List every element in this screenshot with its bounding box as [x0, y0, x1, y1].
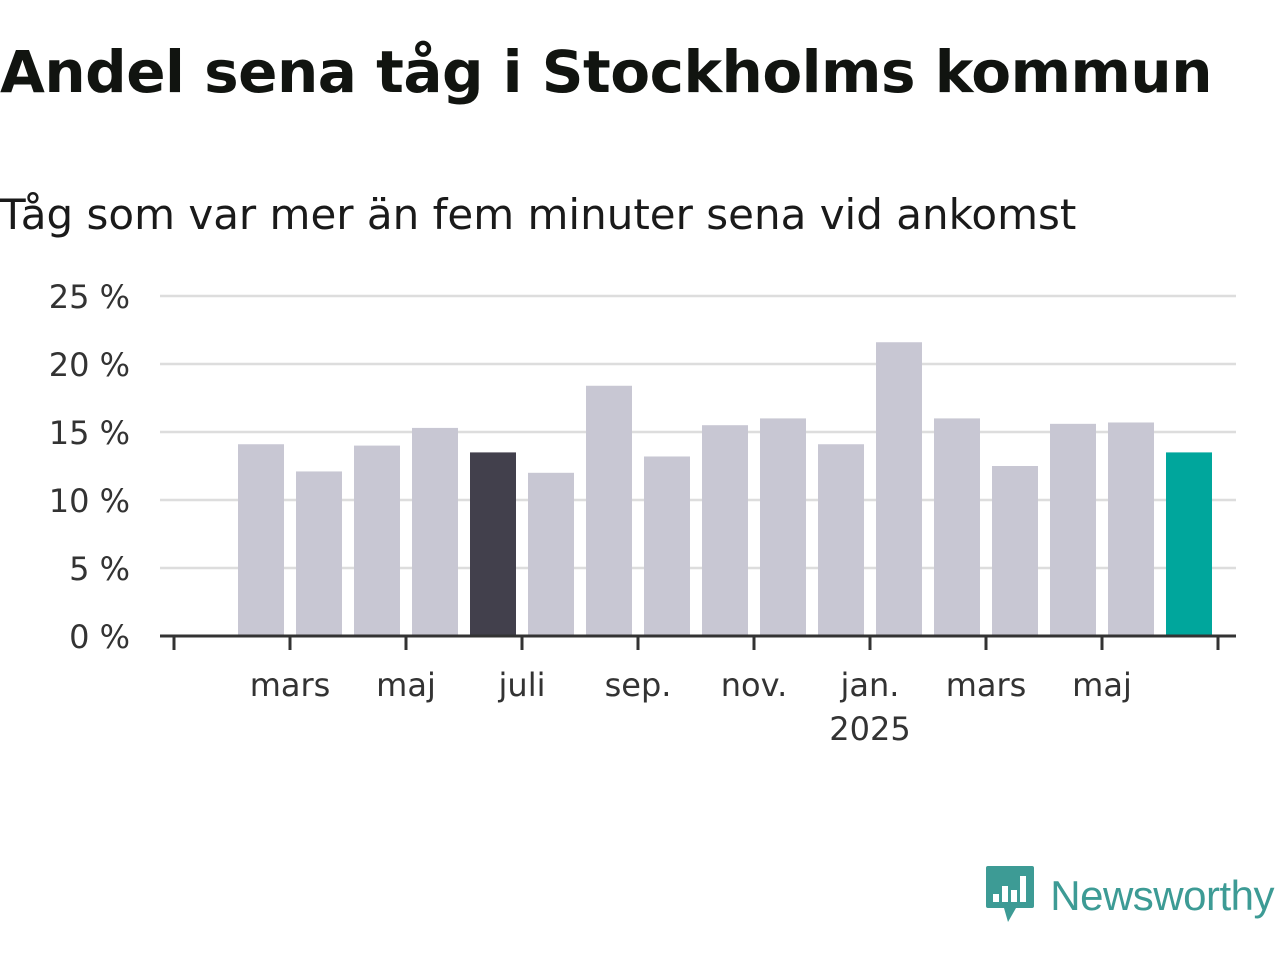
bar [644, 456, 690, 636]
x-tick-year-label: 2025 [829, 710, 910, 748]
bar [412, 427, 458, 636]
x-tick-label: sep. [605, 666, 672, 704]
bar [1108, 422, 1154, 636]
bar-chart: 0 % 5 % 10 % 15 % 20 % 25 % mars maj juli sep. nov… [49, 278, 1236, 748]
brand-name: Newsworthy [1050, 872, 1274, 919]
chart-title: Andel sena tåg i Stockholms kommun [0, 38, 1213, 106]
bar [1050, 423, 1096, 636]
bar [876, 342, 922, 636]
x-tick-label: nov. [721, 666, 787, 704]
bar [702, 425, 748, 636]
bar [760, 418, 806, 636]
bar [238, 444, 284, 636]
x-tick-label: mars [250, 666, 331, 704]
y-tick-label: 0 % [69, 618, 130, 656]
y-tick-label: 10 % [49, 482, 130, 520]
bar [354, 445, 400, 636]
x-tick-label: maj [1072, 666, 1132, 704]
x-tick-label: juli [498, 666, 546, 704]
bar [992, 466, 1038, 636]
bar [934, 418, 980, 636]
x-tick-label: maj [376, 666, 436, 704]
bar [586, 385, 632, 636]
bar [528, 472, 574, 636]
y-tick-label: 20 % [49, 346, 130, 384]
brand-logo: Newsworthy [984, 864, 1274, 928]
y-tick-label: 25 % [49, 278, 130, 316]
y-tick-label: 5 % [69, 550, 130, 588]
bar [296, 471, 342, 636]
chart-subtitle: Tåg som var mer än fem minuter sena vid … [0, 190, 1077, 239]
bar [470, 452, 516, 636]
x-tick-label: jan. [840, 666, 900, 704]
x-tick-label: mars [946, 666, 1027, 704]
bar [1166, 452, 1212, 636]
y-tick-label: 15 % [49, 414, 130, 452]
bar [818, 444, 864, 636]
newsworthy-logo-icon [984, 864, 1036, 928]
